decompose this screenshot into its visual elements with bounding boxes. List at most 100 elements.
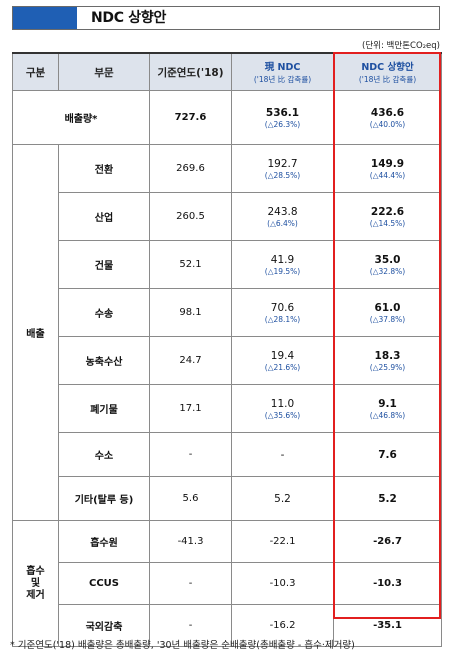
emission-total-current-rate: (△26.3%) <box>264 119 301 129</box>
footnote: * 기준연도('18) 배출량은 총배출량, '30년 배출량은 순배출량(총배… <box>10 640 355 651</box>
ndc-proposal-cell: 35.0 (△32.8%) <box>333 240 442 289</box>
base-year-value: 269.6 <box>149 144 232 193</box>
sector-name: 건물 <box>58 240 150 289</box>
table-row-emission: 기타(탈루 등) 5.6 5.2 5.2 <box>13 476 442 521</box>
table-row-emission: 수송 98.1 70.6 (△28.1%) 61.0 (△37.8%) <box>13 288 442 337</box>
table-row-emission: 산업 260.5 243.8 (△6.4%) 222.6 (△14.5%) <box>13 192 442 241</box>
ndc-proposal-value: 61.0 <box>374 301 401 314</box>
ndc-proposal-value: 222.6 <box>370 205 405 218</box>
emission-total-current-value: 536.1 <box>265 106 300 119</box>
ndc-proposal-cell: 18.3 (△25.9%) <box>333 336 442 385</box>
unit-label: (단위: 백만톤CO₂eq) <box>362 41 440 51</box>
emission-total-label: 배출량* <box>12 90 150 145</box>
table-row-emission: 폐기물 17.1 11.0 (△35.6%) 9.1 (△46.8%) <box>13 384 442 433</box>
current-ndc-cell: 41.9 (△19.5%) <box>231 240 334 289</box>
current-ndc-value: -10.3 <box>231 562 334 605</box>
table-row-emission: 수소 - -7.6 <box>13 432 442 477</box>
emission-total-proposal: 436.6 (△40.0%) <box>333 90 442 145</box>
title-accent-gap <box>77 7 87 29</box>
header-base-year: 기준연도('18) <box>149 52 232 91</box>
current-ndc-cell: 11.0 (△35.6%) <box>231 384 334 433</box>
ndc-proposal-value: 7.6 <box>378 448 397 461</box>
sector-name: 산업 <box>58 192 150 241</box>
group-label-absorption-line: 및 <box>30 577 41 589</box>
table-header-row: 구분 부문 기준연도('18) 現 NDC ('18년 比 감축률) NDC 상… <box>12 52 442 91</box>
current-ndc-value: 5.2 <box>274 492 291 505</box>
group-label-absorption: 흡수 및 제거 <box>12 520 59 647</box>
current-ndc-cell: 70.6 (△28.1%) <box>231 288 334 337</box>
header-current-ndc: 現 NDC ('18년 比 감축률) <box>231 52 334 91</box>
sector-name: CCUS <box>58 562 150 605</box>
ndc-proposal-rate: (△14.5%) <box>369 218 406 228</box>
current-ndc-rate: (△28.5%) <box>264 170 301 180</box>
header-ndc-proposal: NDC 상향안 ('18년 比 감축률) <box>333 52 442 91</box>
ndc-proposal-rate: (△37.8%) <box>369 314 406 324</box>
base-year-value: - <box>149 562 232 605</box>
ndc-proposal-cell: 7.6 <box>333 432 442 477</box>
title-accent-bar <box>13 7 77 29</box>
current-ndc-rate: (△28.1%) <box>264 314 301 324</box>
page-title: NDC 상향안 <box>91 10 167 26</box>
table-row-absorption: CCUS - -10.3 -10.3 <box>13 562 442 605</box>
sector-name: 수소 <box>58 432 150 477</box>
sector-name: 기타(탈루 등) <box>58 476 150 521</box>
ndc-proposal-rate: (△25.9%) <box>369 362 406 372</box>
current-ndc-value: - <box>280 448 285 461</box>
current-ndc-value: 70.6 <box>270 301 295 314</box>
table-row-absorption: 국외감축 - -16.2 -35.1 <box>13 604 442 647</box>
base-year-value: - <box>149 432 232 477</box>
ndc-proposal-rate: (△46.8%) <box>369 410 406 420</box>
current-ndc-cell: 5.2 <box>231 476 334 521</box>
current-ndc-rate: (△19.5%) <box>264 266 301 276</box>
current-ndc-rate: (△35.6%) <box>264 410 301 420</box>
current-ndc-rate: (△6.4%) <box>267 218 298 228</box>
ndc-proposal-cell: 5.2 <box>333 476 442 521</box>
base-year-value: 17.1 <box>149 384 232 433</box>
table-row-emission: 배출 전환 269.6 192.7 (△28.5%) 149.9 (△44.4%) <box>12 144 442 521</box>
title-box: NDC 상향안 <box>12 6 440 30</box>
ndc-proposal-rate: (△32.8%) <box>369 266 406 276</box>
ndc-proposal-cell: 149.9 (△44.4%) <box>333 144 442 193</box>
current-ndc-cell: 19.4 (△21.6%) <box>231 336 334 385</box>
group-label-emission: 배출 <box>12 144 59 521</box>
header-current-ndc-label: 現 NDC <box>264 62 301 73</box>
ndc-proposal-cell: 9.1 (△46.8%) <box>333 384 442 433</box>
ndc-proposal-value: 35.0 <box>374 253 401 266</box>
base-year-value: 24.7 <box>149 336 232 385</box>
ndc-proposal-value: 149.9 <box>370 157 405 170</box>
ndc-proposal-value: -35.1 <box>333 604 442 647</box>
sector-name: 국외감축 <box>58 604 150 647</box>
current-ndc-value: 192.7 <box>267 157 298 170</box>
header-current-ndc-sub: ('18년 比 감축률) <box>253 75 312 84</box>
emission-total-base: 727.6 <box>149 90 232 145</box>
base-year-value: 98.1 <box>149 288 232 337</box>
header-ndc-proposal-label: NDC 상향안 <box>361 62 414 73</box>
current-ndc-value: 11.0 <box>270 397 295 410</box>
table-row-emission: 농축수산 24.7 19.4 (△21.6%) 18.3 (△25.9%) <box>13 336 442 385</box>
ndc-proposal-cell: 222.6 (△14.5%) <box>333 192 442 241</box>
current-ndc-cell: 192.7 (△28.5%) <box>231 144 334 193</box>
current-ndc-value: 243.8 <box>267 205 298 218</box>
ndc-proposal-value: 18.3 <box>374 349 401 362</box>
base-year-value: 5.6 <box>149 476 232 521</box>
current-ndc-value: -16.2 <box>231 604 334 647</box>
current-ndc-value: -22.1 <box>231 520 334 563</box>
current-ndc-cell: 243.8 (△6.4%) <box>231 192 334 241</box>
ndc-proposal-value: -26.7 <box>333 520 442 563</box>
current-ndc-value: 41.9 <box>270 253 295 266</box>
sector-name: 흡수원 <box>58 520 150 563</box>
emission-total-proposal-value: 436.6 <box>370 106 405 119</box>
base-year-value: 52.1 <box>149 240 232 289</box>
current-ndc-value: 19.4 <box>270 349 295 362</box>
emission-total-current: 536.1 (△26.3%) <box>231 90 334 145</box>
header-category: 구분 <box>12 52 59 91</box>
base-year-value: -41.3 <box>149 520 232 563</box>
table-row-emission-total: 배출량* 727.6 536.1 (△26.3%) 436.6 (△40.0%) <box>12 90 442 145</box>
base-year-value: 260.5 <box>149 192 232 241</box>
current-ndc-cell: - <box>231 432 334 477</box>
ndc-proposal-cell: 61.0 (△37.8%) <box>333 288 442 337</box>
ndc-proposal-value: 5.2 <box>378 492 397 505</box>
ndc-proposal-value: -10.3 <box>333 562 442 605</box>
ndc-table: 구분 부문 기준연도('18) 現 NDC ('18년 比 감축률) NDC 상… <box>12 52 442 647</box>
sector-name: 농축수산 <box>58 336 150 385</box>
